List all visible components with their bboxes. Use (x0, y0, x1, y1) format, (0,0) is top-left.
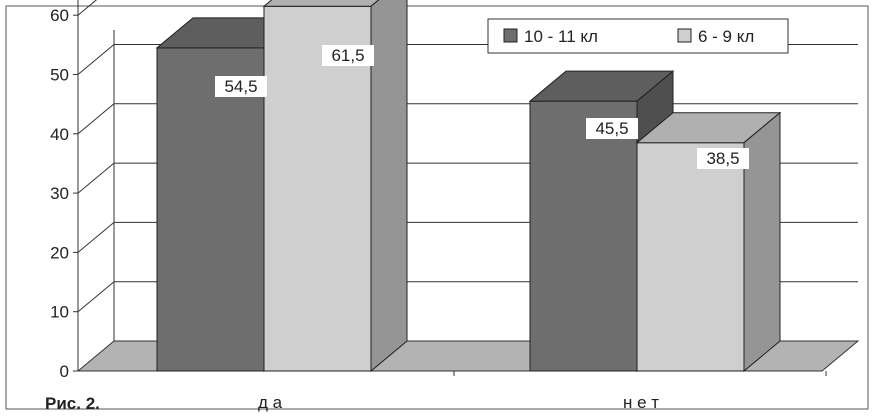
bar-front (636, 142, 745, 372)
data-label-bg (586, 118, 638, 139)
y-tick-label: 40 (50, 125, 69, 144)
data-label: 61,5 (331, 46, 364, 65)
gridline-diagonal (77, 281, 115, 313)
legend-swatch (503, 28, 518, 43)
y-tick-label: 0 (60, 362, 69, 381)
data-label: 38,5 (706, 149, 739, 168)
legend-box (487, 18, 789, 54)
legend-swatch (677, 28, 692, 43)
y-tick-label: 60 (50, 6, 69, 25)
gridline-diagonal (77, 103, 115, 135)
chart-frame (5, 5, 869, 410)
gridline-diagonal (77, 0, 98, 16)
data-label-bg (322, 45, 374, 66)
data-label: 54,5 (224, 77, 257, 96)
gridline-diagonal (77, 162, 115, 194)
bar-front (263, 5, 372, 372)
y-tick-label: 30 (50, 184, 69, 203)
gridline-diagonal (77, 44, 115, 75)
data-label-bg (215, 76, 267, 97)
figure-caption: Рис. 2. (45, 394, 100, 413)
bar-side (743, 111, 781, 373)
bar-side (370, 0, 408, 373)
gridline-diagonal (77, 222, 115, 253)
bar-top (262, 0, 380, 7)
y-tick-label: 20 (50, 243, 69, 262)
x-tick-label: н е т (623, 393, 659, 412)
y-tick-label: 50 (50, 66, 69, 85)
legend-label: 6 - 9 кл (698, 27, 754, 46)
legend-label: 10 - 11 кл (524, 27, 598, 46)
data-label: 45,5 (595, 119, 628, 138)
data-label-bg (697, 148, 749, 169)
x-tick-label: д а (258, 393, 283, 412)
bar-front (529, 100, 638, 372)
y-tick-label: 10 (50, 303, 69, 322)
